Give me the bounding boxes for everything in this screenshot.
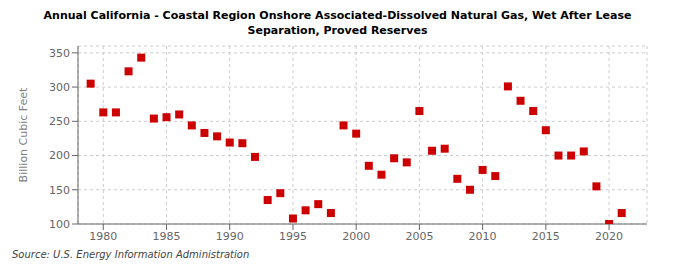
svg-text:1990: 1990 — [216, 230, 244, 243]
svg-text:2000: 2000 — [342, 230, 370, 243]
svg-text:350: 350 — [49, 47, 70, 60]
svg-text:1985: 1985 — [153, 230, 181, 243]
svg-text:2010: 2010 — [469, 230, 497, 243]
svg-text:2020: 2020 — [595, 230, 623, 243]
svg-text:250: 250 — [49, 115, 70, 128]
html-text:Source: U.S. Energy Informatio: Source: U.S. Energy Information Administ… — [12, 249, 250, 260]
html-text:Separation, Proved Reserves: Separation, Proved Reserves — [247, 24, 428, 37]
svg-text:1980: 1980 — [89, 230, 117, 243]
svg-text:Billion Cubic Feet: Billion Cubic Feet — [17, 87, 30, 182]
svg-text:2015: 2015 — [532, 230, 560, 243]
svg-text:300: 300 — [49, 81, 70, 94]
html-text:Annual California - Coastal Re: Annual California - Coastal Region Onsho… — [43, 9, 632, 22]
svg-text:100: 100 — [49, 218, 70, 231]
svg-text:200: 200 — [49, 149, 70, 162]
svg-text:1995: 1995 — [279, 230, 307, 243]
svg-text:150: 150 — [49, 184, 70, 197]
svg-text:2005: 2005 — [405, 230, 433, 243]
